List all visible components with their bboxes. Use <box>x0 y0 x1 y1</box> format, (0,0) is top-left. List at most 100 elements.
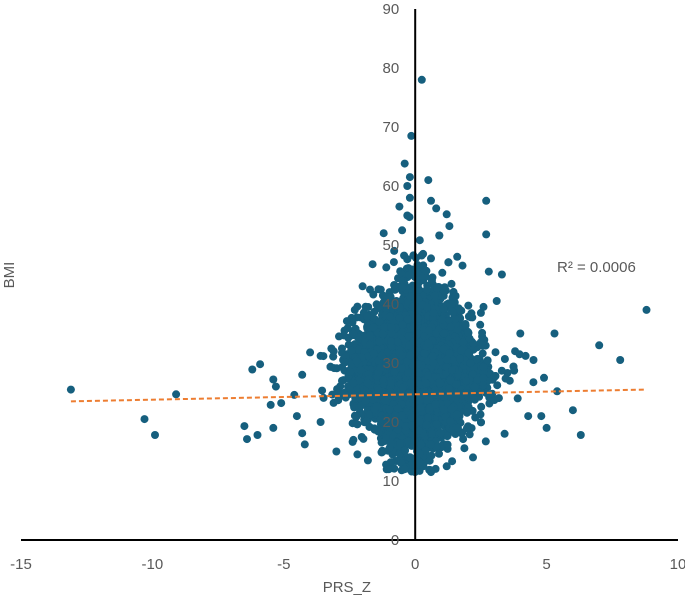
data-point <box>482 388 491 397</box>
data-point <box>452 410 461 419</box>
data-point <box>447 279 456 288</box>
data-point <box>447 300 456 308</box>
data-point <box>472 355 481 364</box>
data-point <box>491 348 500 357</box>
data-point <box>478 349 487 358</box>
data-point <box>476 410 485 419</box>
data-point <box>427 254 435 263</box>
data-point <box>343 324 352 333</box>
data-point <box>438 315 447 324</box>
data-point <box>491 372 500 380</box>
data-point <box>377 438 386 447</box>
data-point <box>403 255 412 264</box>
data-point <box>372 300 381 309</box>
data-point <box>386 458 395 467</box>
data-point <box>340 358 349 367</box>
data-point <box>462 424 471 433</box>
data-point <box>349 379 358 388</box>
data-point <box>365 422 374 431</box>
data-point <box>370 307 379 316</box>
data-point <box>393 425 402 434</box>
data-point <box>439 305 448 314</box>
data-point <box>404 437 413 446</box>
data-point <box>415 236 424 245</box>
data-point <box>500 355 509 363</box>
data-point <box>390 281 399 290</box>
data-point <box>448 457 457 466</box>
data-point <box>476 320 485 329</box>
data-point <box>421 446 430 455</box>
data-point <box>352 412 361 421</box>
data-point <box>466 313 475 322</box>
data-point <box>483 356 492 365</box>
data-point <box>439 329 448 338</box>
data-point <box>359 434 368 443</box>
data-point <box>464 301 473 310</box>
data-point <box>444 258 453 267</box>
data-point <box>477 402 486 411</box>
data-point <box>349 329 358 338</box>
data-point <box>465 334 474 343</box>
data-point <box>529 378 538 387</box>
data-point <box>446 417 455 426</box>
data-point <box>422 285 431 294</box>
data-point <box>346 367 355 376</box>
data-point <box>481 437 490 446</box>
data-point <box>442 368 450 377</box>
data-point <box>442 399 451 408</box>
data-point <box>497 366 506 375</box>
data-point <box>405 271 414 279</box>
points-layer <box>66 75 651 477</box>
data-point <box>427 276 436 285</box>
data-point <box>363 312 371 321</box>
data-point <box>425 456 434 465</box>
data-point <box>422 420 431 429</box>
data-point <box>439 392 448 401</box>
data-point <box>347 346 356 355</box>
data-point <box>464 328 473 337</box>
data-point <box>477 418 485 427</box>
data-point <box>375 317 384 326</box>
data-point <box>429 309 438 317</box>
data-point <box>319 393 328 402</box>
data-point <box>479 363 488 371</box>
data-point <box>494 394 503 403</box>
data-point <box>328 390 337 399</box>
data-point <box>353 420 362 429</box>
data-point <box>435 231 444 240</box>
data-point <box>349 435 358 444</box>
data-point <box>449 308 457 317</box>
data-point <box>463 408 471 417</box>
data-point <box>378 291 387 300</box>
data-point <box>457 429 466 438</box>
data-point <box>436 429 445 438</box>
data-point <box>318 386 327 395</box>
data-point <box>428 430 436 439</box>
data-point <box>398 283 407 292</box>
data-point <box>414 285 423 294</box>
data-point <box>369 290 378 299</box>
data-point <box>454 304 463 313</box>
data-point <box>465 430 474 439</box>
data-point <box>389 258 398 267</box>
data-point <box>461 320 470 328</box>
data-point <box>478 328 487 337</box>
data-point <box>336 382 345 391</box>
data-point <box>470 395 479 404</box>
data-point <box>368 260 377 269</box>
data-point <box>369 396 378 404</box>
data-point <box>459 338 468 347</box>
data-point <box>361 302 370 311</box>
data-point <box>460 444 469 453</box>
data-point <box>430 291 439 300</box>
data-point <box>443 432 452 440</box>
data-point <box>438 268 447 277</box>
data-point <box>401 422 410 431</box>
data-point <box>510 366 519 375</box>
data-point <box>435 449 443 458</box>
data-point <box>478 341 487 350</box>
data-point <box>433 283 442 292</box>
data-point <box>415 380 424 389</box>
data-point <box>401 446 409 455</box>
data-point <box>493 381 502 390</box>
